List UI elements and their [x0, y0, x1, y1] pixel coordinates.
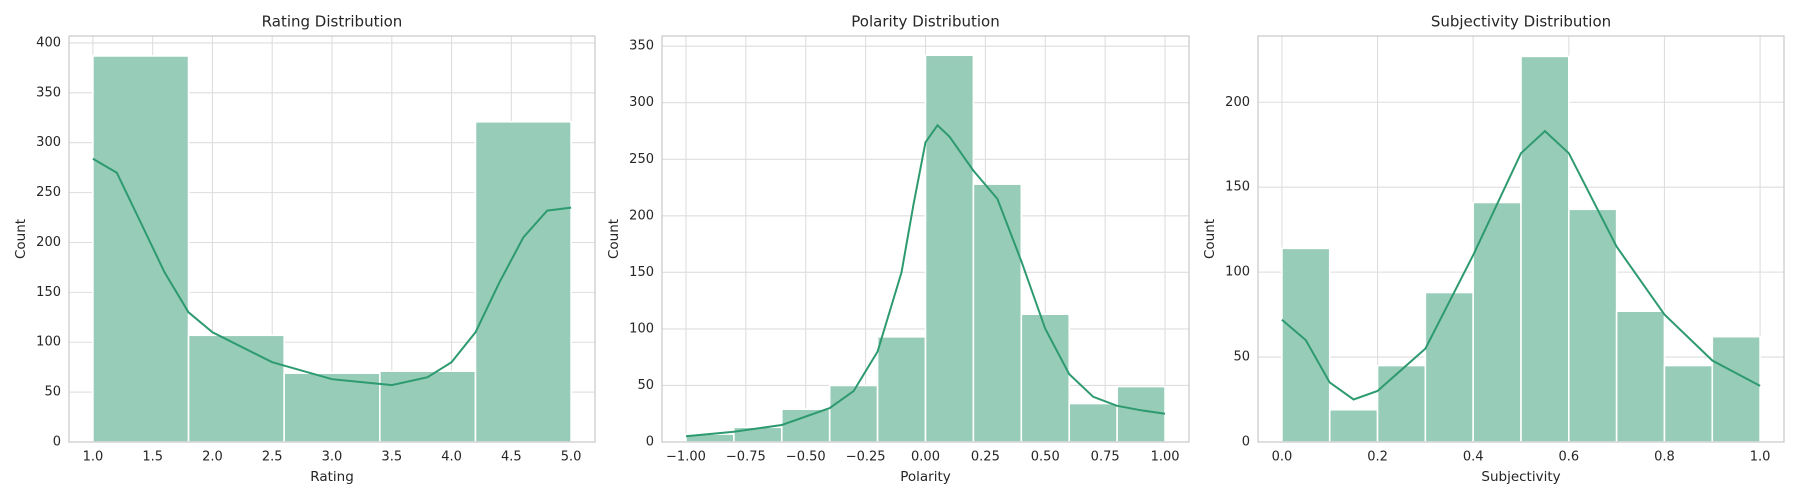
- x-tick-label: 0.00: [911, 450, 940, 465]
- y-tick-label: 100: [36, 335, 61, 350]
- y-axis-label: Count: [13, 219, 29, 259]
- x-tick-label: 4.5: [501, 450, 522, 465]
- y-tick-label: 0: [646, 435, 654, 450]
- histogram-bar: [1424, 291, 1474, 443]
- x-tick-label: 0.2: [1367, 450, 1388, 465]
- y-tick-label: 50: [1233, 350, 1250, 365]
- x-tick-label: 2.5: [262, 450, 283, 465]
- y-tick-label: 300: [629, 95, 654, 110]
- kde-line: [92, 157, 572, 387]
- histogram-bar: [1328, 408, 1379, 443]
- plot-frame: [68, 35, 596, 443]
- x-tick-label: 1.0: [83, 450, 104, 465]
- y-tick-label: 50: [637, 378, 654, 393]
- histogram-bar: [187, 334, 285, 443]
- kde-line: [685, 123, 1166, 438]
- y-tick-label: 200: [36, 235, 61, 250]
- y-tick-label: 150: [629, 265, 654, 280]
- plot-frame: [1257, 35, 1785, 443]
- y-tick-label: 200: [629, 208, 654, 223]
- x-tick-label: 0.8: [1654, 450, 1675, 465]
- y-tick-label: 350: [36, 85, 61, 100]
- histogram-bar: [828, 384, 879, 443]
- x-tick-label: −0.50: [786, 450, 826, 465]
- y-axis-label: Count: [606, 219, 622, 259]
- y-tick-label: 100: [629, 321, 654, 336]
- y-tick-label: 150: [36, 285, 61, 300]
- kde-line: [1281, 129, 1761, 401]
- y-tick-label: 0: [1242, 435, 1250, 450]
- x-tick-label: 0.0: [1272, 450, 1293, 465]
- histogram-bar: [1281, 247, 1331, 443]
- histogram-bar: [972, 183, 1023, 443]
- x-tick-label: −0.25: [846, 450, 886, 465]
- histogram-bar: [733, 426, 783, 443]
- x-tick-label: 1.5: [142, 450, 163, 465]
- y-tick-label: 250: [36, 185, 61, 200]
- histogram-bar: [1068, 402, 1118, 443]
- panel: 0.0 0.2 0.4 0.6 0.8 1.0 0 50 100 150 200 Subjectivi…: [1202, 13, 1785, 485]
- x-tick-label: 0.75: [1091, 450, 1120, 465]
- x-axis-label: Polarity: [900, 469, 951, 485]
- histogram-bar: [474, 120, 572, 443]
- histogram-bar: [1663, 364, 1714, 443]
- histogram-bar: [1116, 385, 1166, 443]
- y-tick-label: 50: [44, 385, 61, 400]
- histogram-bar: [780, 408, 831, 443]
- histogram-bar: [1020, 313, 1071, 443]
- y-tick-label: 200: [1225, 95, 1250, 110]
- x-tick-label: 0.4: [1463, 450, 1484, 465]
- y-tick-label: 100: [1225, 265, 1250, 280]
- chart-title: Rating Distribution: [262, 13, 403, 31]
- chart-title: Subjectivity Distribution: [1431, 13, 1611, 31]
- histogram-bar: [1520, 55, 1570, 443]
- y-tick-label: 250: [629, 152, 654, 167]
- x-tick-label: 4.0: [441, 450, 462, 465]
- histogram-bar: [92, 55, 190, 443]
- x-axis-label: Subjectivity: [1481, 469, 1560, 485]
- histogram-bar: [924, 54, 975, 443]
- x-tick-label: 1.0: [1750, 450, 1771, 465]
- x-tick-label: 3.5: [381, 450, 402, 465]
- plot-frame: [661, 35, 1190, 443]
- panel: 1.0 1.5 2.0 2.5 3.0 3.5 4.0 4.5 5.0 0 50 100 150 200 2…: [13, 13, 596, 485]
- x-tick-label: 3.0: [322, 450, 343, 465]
- x-tick-label: 1.00: [1151, 450, 1180, 465]
- panel: −1.00 −0.75 −0.50 −0.25 0.00 0.25 0.50 0.75 1.00…: [606, 13, 1190, 485]
- histogram-bar: [1376, 364, 1427, 443]
- y-axis-label: Count: [1202, 219, 1218, 259]
- histogram-bar: [876, 336, 927, 443]
- y-tick-label: 300: [36, 135, 61, 150]
- x-tick-label: 5.0: [561, 450, 582, 465]
- histogram-bar: [1711, 335, 1761, 443]
- y-tick-label: 350: [629, 39, 654, 54]
- x-tick-label: −1.00: [666, 450, 706, 465]
- chart-title: Polarity Distribution: [851, 13, 999, 31]
- y-tick-label: 150: [1225, 180, 1250, 195]
- y-tick-label: 400: [36, 35, 61, 50]
- histogram-bar: [1568, 208, 1618, 443]
- x-tick-label: −0.75: [726, 450, 766, 465]
- x-tick-label: 0.25: [971, 450, 1000, 465]
- histogram-bar: [1615, 310, 1666, 443]
- histogram-bar: [379, 370, 477, 443]
- x-tick-label: 2.0: [202, 450, 223, 465]
- x-axis-label: Rating: [310, 469, 354, 485]
- y-tick-label: 0: [53, 435, 61, 450]
- x-tick-label: 0.50: [1031, 450, 1060, 465]
- x-tick-label: 0.6: [1558, 450, 1579, 465]
